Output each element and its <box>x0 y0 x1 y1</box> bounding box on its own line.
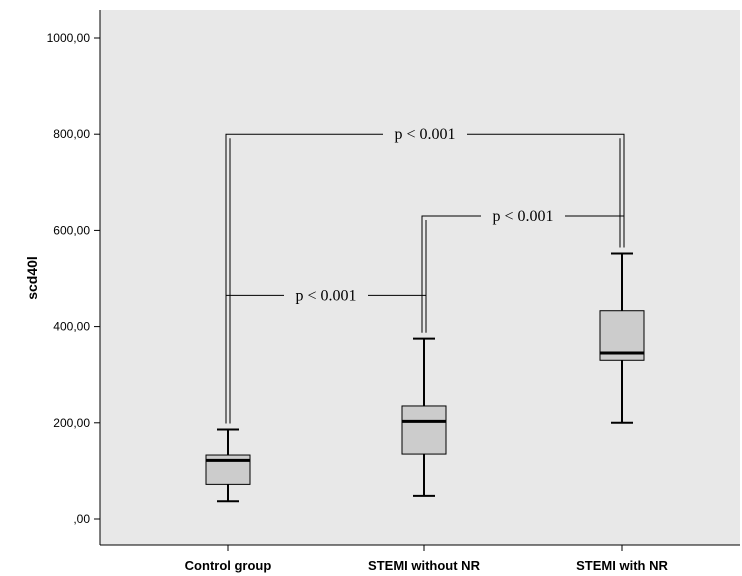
significance-bracket-1: p < 0.001 <box>225 126 625 424</box>
p-value-label: p < 0.001 <box>295 287 356 304</box>
x-tick-label: STEMI with NR <box>576 558 668 573</box>
box-series <box>205 252 645 503</box>
y-axis-title: scd40l <box>24 256 40 300</box>
significance-bracket-3: p < 0.001 <box>225 287 427 424</box>
iqr-box <box>401 405 447 455</box>
box-1 <box>205 428 251 503</box>
x-axis: Control group STEMI without NR STEMI with … <box>100 544 740 573</box>
y-tick-label: 400,00 <box>53 320 90 334</box>
y-tick-label: 200,00 <box>53 416 90 430</box>
x-tick-label: Control group <box>185 558 272 573</box>
y-tick-label: 800,00 <box>53 127 90 141</box>
y-tick-label: ,00 <box>73 512 90 526</box>
significance-bracket-2: p < 0.001 <box>421 208 625 333</box>
box-3 <box>599 252 645 424</box>
y-axis: ,00 200,00 400,00 600,00 800,00 1000,00 <box>47 10 101 545</box>
bracket-line <box>225 294 427 424</box>
box-2 <box>401 337 447 497</box>
bracket-line <box>421 215 625 333</box>
x-tick-label: STEMI without NR <box>368 558 481 573</box>
significance-brackets: p < 0.001 p < 0.001 p < 0.001 <box>225 126 625 424</box>
y-tick-label: 600,00 <box>53 223 90 237</box>
p-value-label: p < 0.001 <box>394 126 455 143</box>
y-tick-label: 1000,00 <box>47 31 91 45</box>
p-value-label: p < 0.001 <box>492 208 553 225</box>
plot-area <box>100 10 740 545</box>
bracket-line <box>225 133 625 424</box>
